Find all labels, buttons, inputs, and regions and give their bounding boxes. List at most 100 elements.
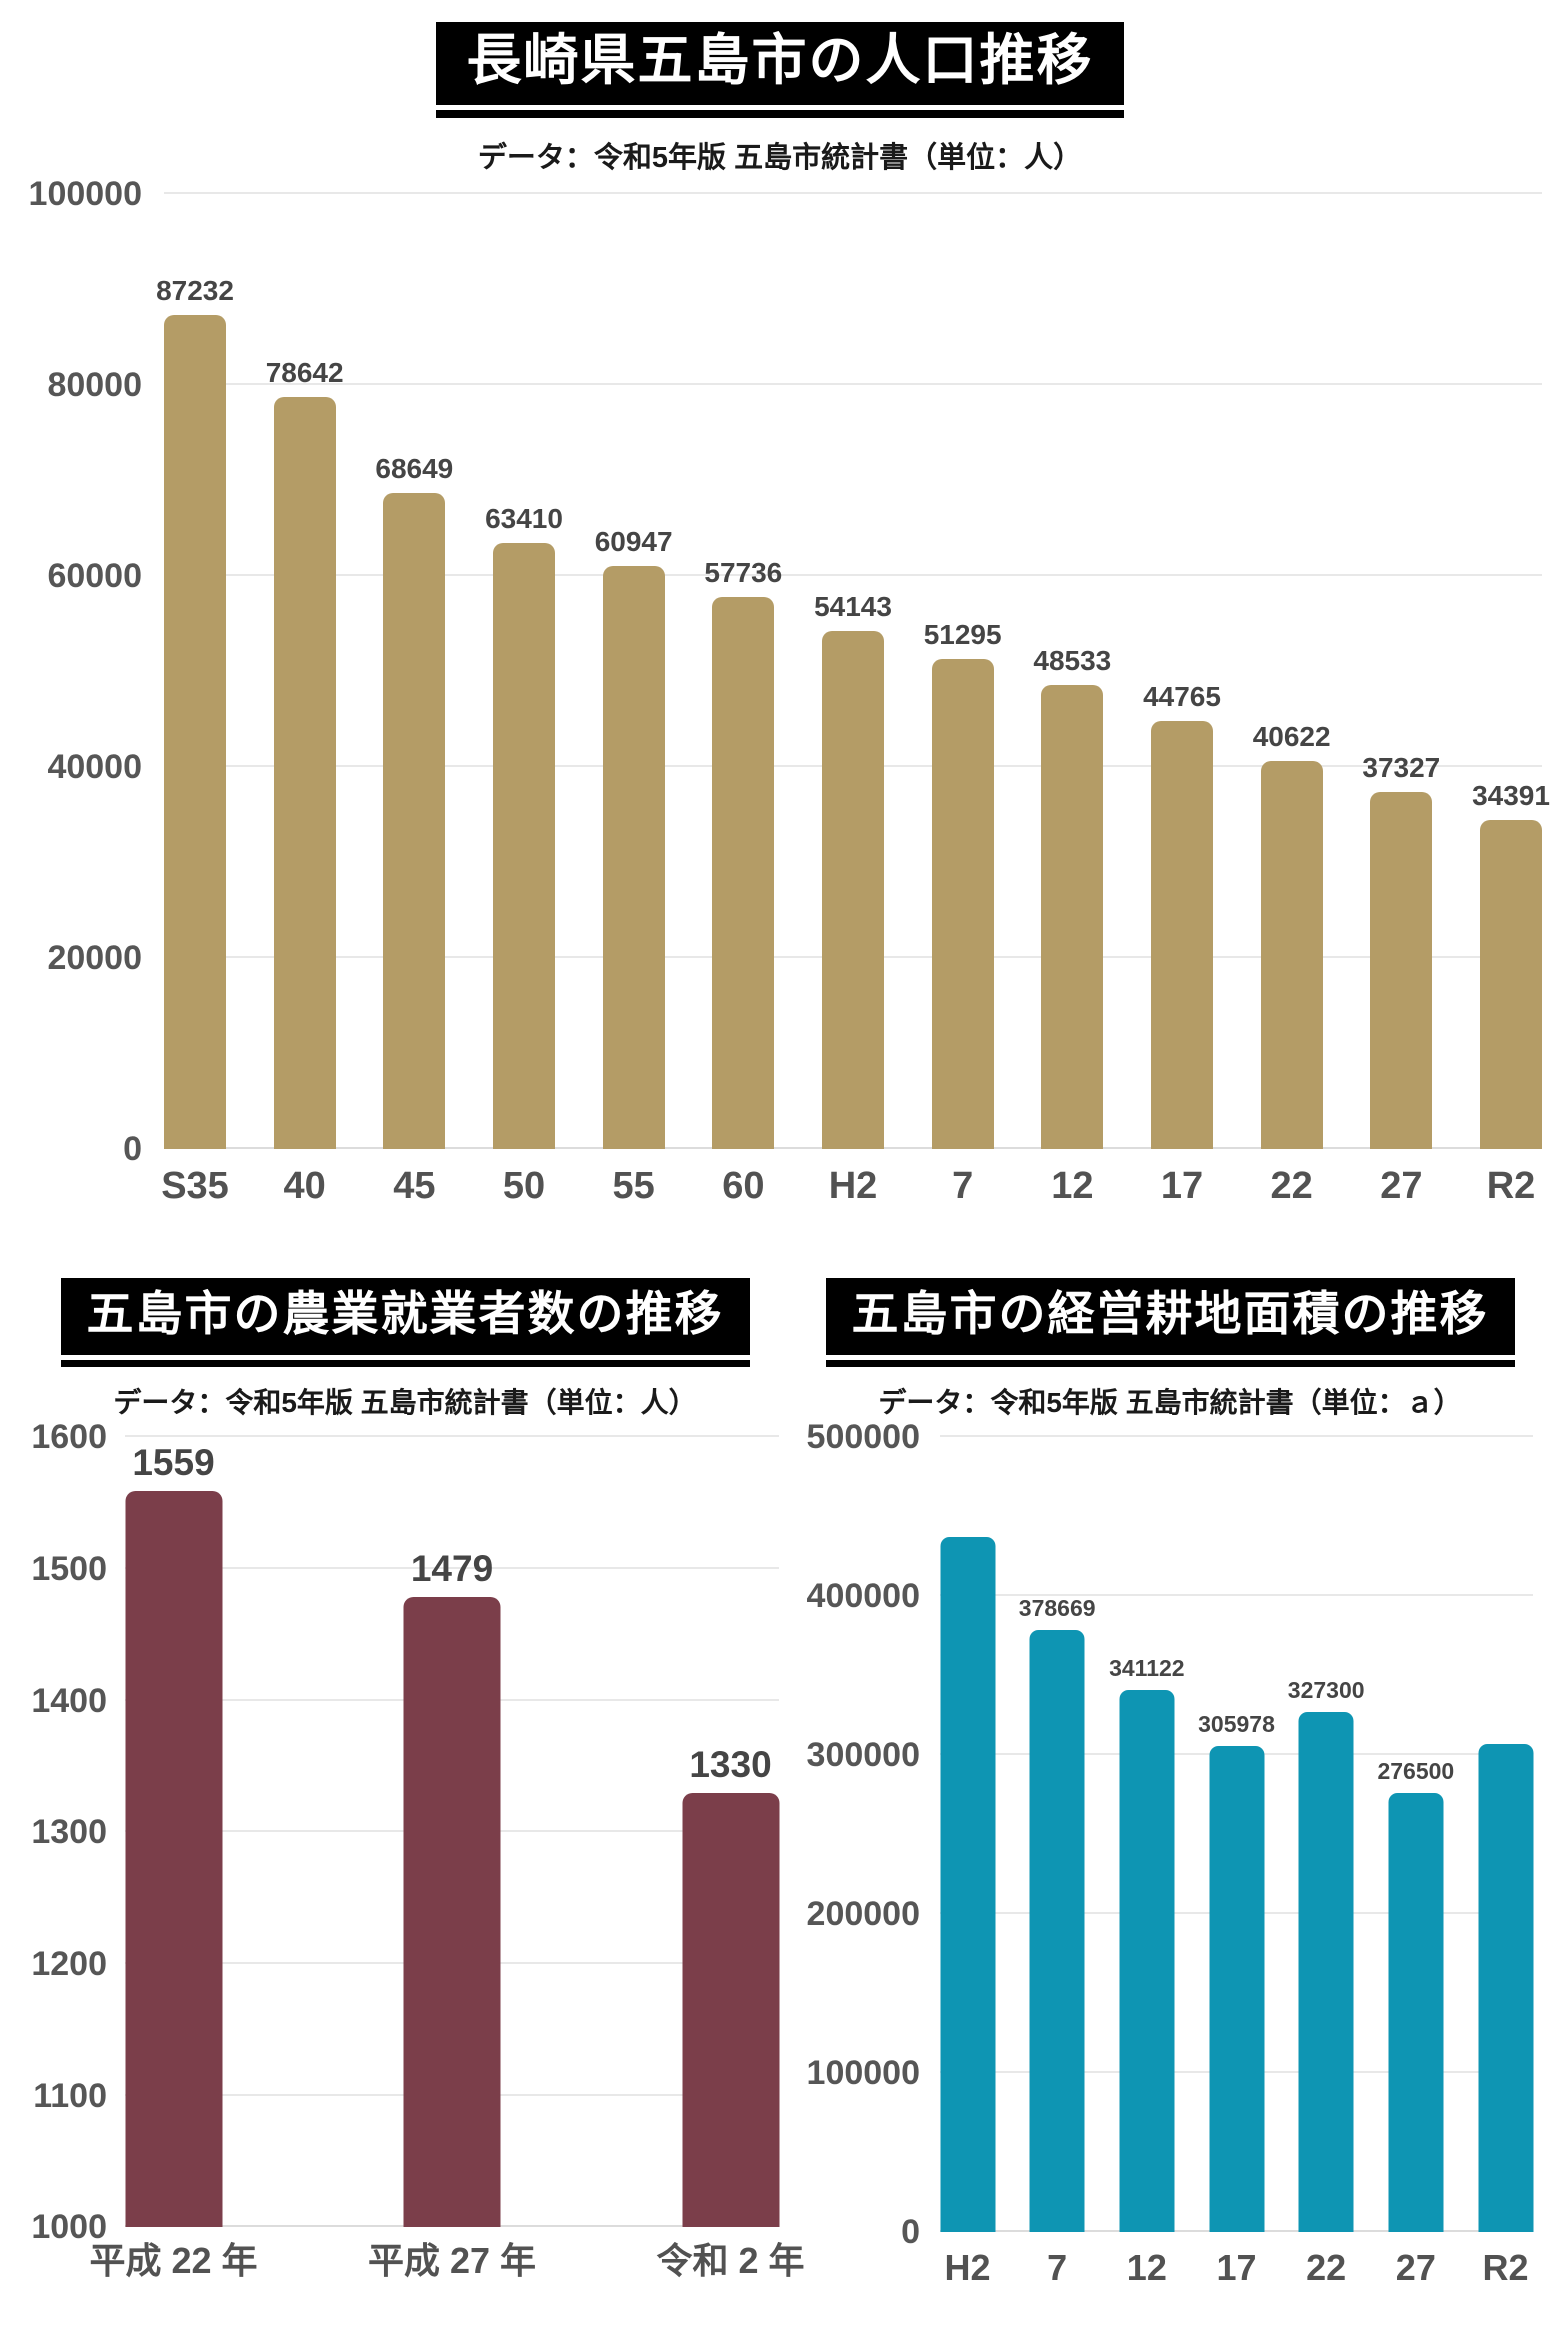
bar (1370, 792, 1433, 1149)
y-tick-label: 1400 (31, 1681, 107, 1720)
x-tick-label: H2 (828, 1164, 878, 1207)
x-tick-label: 60 (722, 1164, 765, 1207)
y-axis: 1000 1100 1200 1300 1400 1500 1600 (25, 1420, 125, 2244)
bar-value-label: 378669 (1018, 1595, 1096, 1622)
bar-value-label: 68649 (375, 452, 454, 484)
bar (1209, 1745, 1264, 2233)
x-tick-label: 7 (952, 1164, 974, 1207)
x-tick-label: 17 (1160, 1164, 1204, 1207)
y-tick-label: 1500 (31, 1549, 107, 1588)
farmland-subtitle: データ：令和5年版 五島市統計書（単位：ａ） (878, 1387, 1462, 1419)
x-tick-label: 22 (1306, 2247, 1347, 2289)
gridline (940, 1594, 1533, 1597)
x-tick-label: 50 (502, 1164, 546, 1207)
gridline (164, 573, 1542, 576)
gridline (940, 1435, 1533, 1438)
farmland-title: 五島市の経営耕地面積の推移 (825, 1277, 1515, 1356)
bar-value-label: 276500 (1377, 1757, 1455, 1784)
agriculture-title-wrap: 五島市の農業就業者数の推移 (60, 1277, 750, 1368)
bar (1041, 685, 1104, 1149)
bar (602, 566, 665, 1149)
y-tick-label: 200000 (806, 1895, 920, 1934)
y-tick-label: 40000 (47, 747, 142, 786)
bar (125, 1491, 222, 2228)
y-tick-label: 100000 (28, 174, 142, 213)
x-tick-label: 40 (283, 1164, 326, 1207)
y-tick-label: 1300 (31, 1813, 107, 1852)
population-panel: 長崎県五島市の人口推移 データ：令和5年版 五島市統計書（単位：人） 0 2000… (14, 22, 1550, 1214)
bar (493, 542, 555, 1149)
gridline (125, 1566, 779, 1569)
bar-value-label: 60947 (594, 526, 673, 558)
x-tick-label: 27 (1380, 1164, 1423, 1207)
x-tick-label: 27 (1395, 2247, 1436, 2289)
bar (712, 597, 775, 1149)
bar-value-label: 44765 (1143, 681, 1221, 712)
bar (1151, 721, 1213, 1149)
bar (403, 1596, 501, 2228)
x-tick-label: 7 (1047, 2247, 1068, 2289)
bar-value-label: 51295 (923, 618, 1002, 650)
bar-value-label: 327300 (1287, 1676, 1365, 1703)
farmland-bar-chart: 0 100000 200000 300000 400000 500000 H2 378669 7… (795, 1420, 1533, 2292)
x-tick-label: R2 (1482, 2247, 1529, 2289)
bar-value-label: 48533 (1033, 645, 1112, 677)
bar-value-label: 305978 (1198, 1710, 1275, 1737)
plot-area: 87232 S35 78642 40 68649 45 63410 50 60947 55 5773… (156, 191, 1550, 1205)
farmland-title-wrap: 五島市の経営耕地面積の推移 (825, 1277, 1515, 1368)
bar (822, 631, 884, 1149)
bar (1119, 1689, 1175, 2233)
title-underline (436, 109, 1124, 118)
bar (940, 1537, 995, 2233)
y-tick-label: 1100 (33, 2076, 107, 2115)
y-tick-label: 1600 (31, 1418, 107, 1457)
x-tick-label: 17 (1216, 2247, 1257, 2289)
population-bar-chart: 0 20000 40000 60000 80000 100000 87232 S35 78642… (14, 177, 1550, 1214)
bar-value-label: 40622 (1252, 720, 1331, 752)
bar-value-label: 78642 (265, 357, 344, 389)
x-tick-label: 12 (1051, 1164, 1094, 1207)
bar (273, 397, 336, 1149)
y-tick-label: 60000 (47, 556, 142, 595)
x-tick-label: 55 (612, 1164, 655, 1207)
y-tick-label: 20000 (47, 938, 142, 977)
gridline (164, 382, 1542, 385)
y-tick-label: 500000 (806, 1418, 920, 1457)
bar (931, 658, 994, 1149)
x-tick-label: 平成 22 年 (89, 2240, 258, 2282)
bar-value-label: 63410 (485, 502, 563, 534)
x-tick-label: 平成 27 年 (367, 2240, 537, 2282)
bar (164, 315, 226, 1149)
bar-value-label: 1559 (132, 1442, 215, 1484)
bar-value-label: 1330 (689, 1743, 772, 1785)
bar (1388, 1792, 1444, 2233)
y-tick-label: 0 (901, 2213, 920, 2252)
population-title-wrap: 長崎県五島市の人口推移 (436, 22, 1124, 118)
gridline (125, 1435, 779, 1438)
bar-value-label: 1479 (410, 1547, 494, 1589)
bar (1478, 1744, 1533, 2233)
population-subtitle: データ：令和5年版 五島市統計書（単位：人） (477, 141, 1083, 174)
x-tick-label: 45 (393, 1164, 436, 1207)
bar (383, 492, 446, 1149)
y-axis: 0 100000 200000 300000 400000 500000 (795, 1420, 940, 2249)
y-tick-label: 100000 (806, 2054, 920, 2093)
agriculture-subtitle: データ：令和5年版 五島市統計書（単位：人） (113, 1387, 697, 1419)
x-tick-label: S35 (161, 1164, 229, 1207)
y-tick-label: 1000 (31, 2208, 107, 2247)
bar (1480, 820, 1542, 1149)
y-tick-label: 80000 (47, 365, 142, 404)
bar-value-label: 37327 (1362, 752, 1441, 784)
title-underline (60, 1360, 750, 1368)
bar-value-label: 341122 (1109, 1654, 1185, 1681)
x-tick-label: H2 (944, 2247, 991, 2289)
bar-value-label: 54143 (814, 591, 892, 623)
plot-area: H2 378669 7 341122 12 305978 17 327300 22 276500 2… (940, 1435, 1533, 2286)
x-tick-label: 令和 2 年 (656, 2240, 805, 2282)
y-tick-label: 400000 (806, 1577, 920, 1616)
population-title: 長崎県五島市の人口推移 (436, 22, 1124, 105)
agriculture-title: 五島市の農業就業者数の推移 (60, 1277, 750, 1356)
bar (1298, 1711, 1354, 2233)
